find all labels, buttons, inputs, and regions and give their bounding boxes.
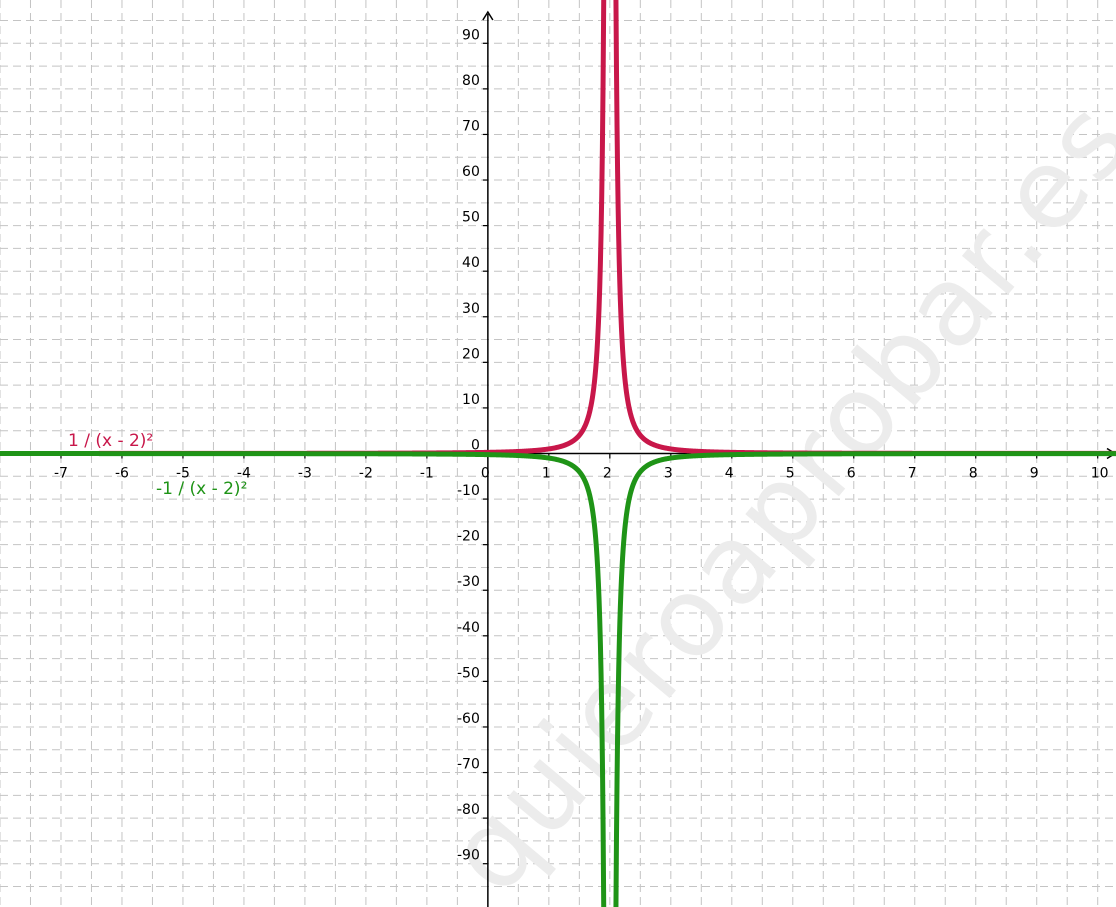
x-tick-label: -2 [359,466,373,482]
y-axis-arrow [482,10,494,21]
y-tick-label: -20 [457,529,480,545]
y-tick-label: -40 [457,620,480,636]
x-tick-label: 10 [1091,466,1109,482]
y-tick-label: -60 [457,711,480,727]
x-tick-label: -1 [420,466,434,482]
y-tick-label: -30 [457,574,480,590]
y-tick-label: 10 [462,392,480,408]
y-tick-label: -90 [457,848,480,864]
y-tick-label: -10 [457,483,480,499]
y-tick-label: -70 [457,757,480,773]
y-tick-label: -50 [457,665,480,681]
y-tick-label: 60 [462,164,480,180]
y-tick-label: -80 [457,802,480,818]
series-label-negative-reciprocal-square: -1 / (x - 2)² [156,479,247,499]
y-tick-label: 0 [471,438,480,454]
x-tick-label: -6 [115,466,129,482]
x-tick-label: 6 [847,466,856,482]
x-tick-label: -5 [176,466,190,482]
x-tick-label: 3 [664,466,673,482]
y-tick-label: 20 [462,346,480,362]
tick-labels: -7 -6 -5 -4 -3 -2 -1 0 1 2 3 4 5 6 7 8 9 10-90-80-70-60-5… [54,27,1109,863]
y-tick-label: 90 [462,27,480,43]
x-tick-label: -7 [54,466,68,482]
curve-negative-reciprocal-square [0,451,1116,907]
x-tick-label: -4 [237,466,251,482]
x-tick-label: 1 [542,466,551,482]
y-tick-label: 30 [462,301,480,317]
x-tick-label: 0 [481,466,490,482]
series-label-reciprocal-square: 1 / (x - 2)² [68,431,153,451]
x-tick-label: 4 [725,466,734,482]
y-tick-label: 40 [462,255,480,271]
x-tick-label: -3 [298,466,312,482]
y-tick-label: 80 [462,73,480,89]
x-tick-label: 7 [908,466,917,482]
x-tick-label: 5 [786,466,795,482]
x-tick-label: 9 [1030,466,1039,482]
y-tick-label: 70 [462,118,480,134]
x-tick-label: 8 [969,466,978,482]
x-tick-label: 2 [603,466,612,482]
y-tick-label: 50 [462,210,480,226]
